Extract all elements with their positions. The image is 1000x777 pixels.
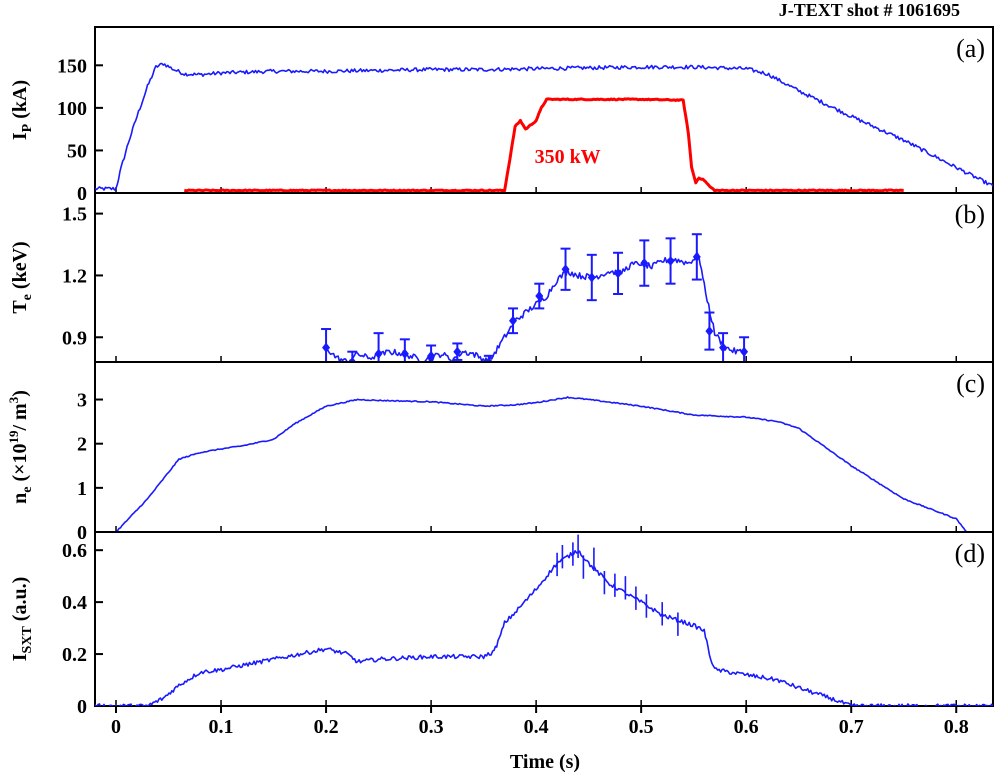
y-label-tail: (×10 [9, 443, 31, 486]
y-label-main: I [9, 653, 31, 661]
errorbar-point [704, 311, 715, 351]
y-label-main: T [9, 300, 31, 314]
y-tick-label: 0.9 [62, 327, 87, 349]
x-tick-label: 0.5 [629, 716, 654, 738]
errorbar-point [718, 332, 729, 362]
y-tick-label: 2 [77, 434, 87, 456]
errorbar-point [534, 282, 545, 310]
errorbar-point [560, 247, 571, 291]
y-label-tail: (kA) [9, 80, 31, 124]
x-axis: 0 0.1 0.2 0.3 0.4 0.5 0.6 0.7 0.8 [111, 706, 969, 738]
panel-d: 0 0.2 0.4 0.6 ISXT (a.u.) (d) [9, 531, 994, 718]
panel-label: (c) [956, 369, 985, 398]
y-label-tail: (keV) [9, 241, 31, 294]
errorbar-point [639, 239, 650, 287]
panel-label: (d) [955, 539, 985, 568]
errorbar-point [665, 237, 676, 285]
y-tick-label: 0.4 [62, 592, 87, 614]
errorbar-point [426, 344, 437, 362]
series-line-0 [95, 62, 993, 191]
y-label-sup2: 3 [6, 396, 21, 403]
y-label-sub: e [20, 294, 35, 300]
y-axis-label: IP (kA) [9, 80, 35, 140]
y-axis-label: ne (×1019/ m3) [6, 390, 35, 504]
errorbar-point [508, 307, 519, 335]
errorbar-point [483, 354, 494, 362]
x-axis-label: Time (s) [510, 751, 580, 773]
y-label-tail: (a.u.) [9, 577, 31, 626]
errorbar-point [321, 328, 332, 362]
figure-title: J-TEXT shot # 1061695 [779, 0, 960, 20]
power-annotation: 350 kW [535, 146, 601, 168]
y-label-end: / m [9, 403, 31, 432]
y-tick-label: 0 [77, 183, 87, 205]
y-tick-label: 150 [57, 55, 87, 77]
errorbar-point [586, 253, 597, 302]
y-tick-label: 1.2 [62, 265, 87, 287]
y-label-main: I [9, 132, 31, 140]
y-tick-label: 3 [77, 390, 87, 412]
series-spikes [556, 534, 679, 636]
y-tick-label: 0.2 [62, 644, 87, 666]
y-label-sup: 19 [6, 430, 21, 444]
x-tick-label: 0.3 [419, 716, 444, 738]
y-tick-label: 0.6 [62, 540, 87, 562]
x-tick-label: 0.4 [524, 716, 549, 738]
y-tick-label: 1.5 [62, 204, 87, 226]
series-line-0 [325, 252, 747, 362]
y-axis-label: ISXT (a.u.) [9, 577, 35, 661]
x-tick-label: 0.7 [839, 716, 864, 738]
y-tick-label: 0 [77, 522, 87, 544]
panel-frame [94, 192, 994, 363]
errorbar-point [347, 350, 358, 362]
x-tick-label: 0.6 [734, 716, 759, 738]
y-label-sub: e [20, 487, 35, 493]
y-tick-label: 100 [57, 98, 87, 120]
y-label-sub: P [20, 123, 35, 132]
panel-a: 0 50 100 150 IP (kA) (a) 350 kW [9, 26, 994, 205]
errorbars [321, 233, 750, 362]
y-label-sub: SXT [20, 626, 35, 654]
x-tick-label: 0.8 [944, 716, 969, 738]
x-tick-label: 0 [111, 716, 121, 738]
y-label-main: n [9, 493, 31, 504]
y-axis-label: Te (keV) [9, 241, 35, 313]
series-line-1 [184, 97, 904, 193]
x-tick-label: 0.1 [209, 716, 234, 738]
y-tick-label: 1 [77, 478, 87, 500]
panel-frame [94, 531, 994, 707]
x-tick-label: 0.2 [314, 716, 339, 738]
panel-label: (b) [955, 200, 985, 229]
errorbar-point [613, 251, 624, 295]
panel-b: 0.9 1.2 1.5 Te (keV) (b) [9, 192, 994, 363]
y-tick-label: 50 [67, 140, 87, 162]
y-label-close: ) [9, 390, 31, 397]
errorbar-point [399, 338, 410, 362]
series-line-0 [115, 396, 968, 532]
series-line-0 [95, 550, 993, 706]
y-tick-label: 0 [77, 696, 87, 718]
errorbar-point [691, 233, 702, 281]
errorbar-point [452, 342, 463, 361]
errorbar-point [373, 332, 384, 362]
panel-label: (a) [956, 34, 985, 63]
